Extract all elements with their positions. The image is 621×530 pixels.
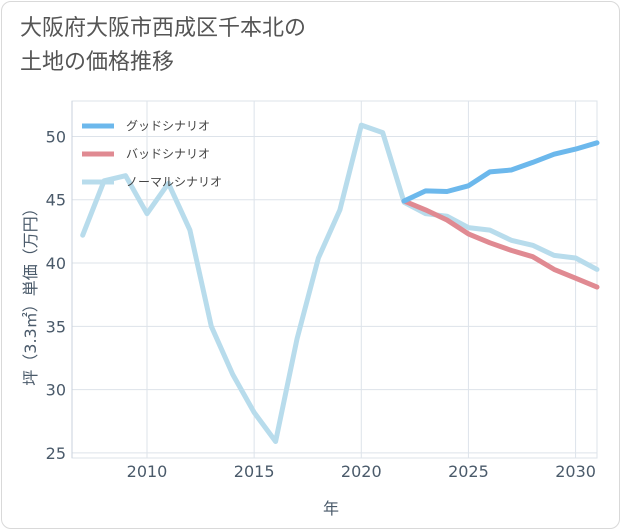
legend-label: グッドシナリオ: [126, 119, 210, 133]
legend-label: バッドシナリオ: [126, 147, 210, 161]
x-axis-title: 年: [323, 499, 339, 518]
x-tick-label: 2025: [448, 462, 489, 481]
y-tick-label: 45: [46, 191, 66, 210]
y-tick-label: 40: [46, 254, 66, 273]
axes: 2010 2015 2020 2025 2030 25 30 35 40 45 50: [46, 101, 596, 481]
legend-item-2[interactable]: ノーマルシナリオ: [82, 175, 222, 189]
series-lines: [80, 122, 600, 444]
y-tick-label: 35: [46, 317, 66, 336]
series-line-1: [401, 198, 600, 290]
x-tick-label: 2030: [555, 462, 596, 481]
y-tick-label: 25: [46, 444, 66, 463]
legend-item-0[interactable]: グッドシナリオ: [82, 119, 210, 133]
y-tick-label: 50: [46, 127, 66, 146]
legend-label: ノーマルシナリオ: [126, 175, 222, 189]
series-line-0: [401, 140, 600, 204]
grid: [71, 100, 598, 459]
y-tick-label: 30: [46, 381, 66, 400]
legend-item-1[interactable]: バッドシナリオ: [82, 147, 210, 161]
x-tick-label: 2010: [127, 462, 168, 481]
x-tick-label: 2015: [234, 462, 275, 481]
x-tick-label: 2020: [341, 462, 382, 481]
chart-title: 大阪府大阪市西成区千本北の 土地の価格推移: [20, 16, 307, 75]
series-line-2: [80, 122, 600, 444]
y-axis-title: 坪（3.3㎡）単価（万円）: [21, 200, 40, 385]
